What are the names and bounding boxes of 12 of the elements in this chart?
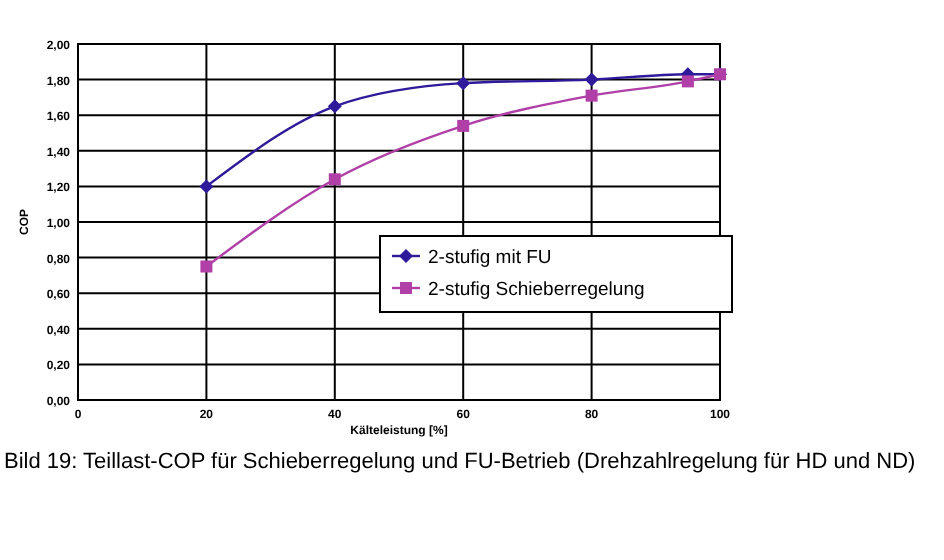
point — [328, 173, 341, 186]
point — [585, 89, 598, 102]
point — [456, 76, 471, 91]
point — [584, 72, 599, 87]
legend-label: 2-stufig mit FU — [428, 247, 552, 269]
point — [327, 99, 342, 114]
point — [200, 260, 213, 273]
text: Bild 19: Teillast-COP für Schieberregelung und FU-Betrieb (Drehzahlregelung für HD und ND) — [4, 448, 918, 476]
point — [199, 179, 214, 194]
legend-label: 2-stufig Schieberregelung — [428, 279, 645, 301]
point — [681, 75, 694, 88]
point — [457, 119, 470, 132]
